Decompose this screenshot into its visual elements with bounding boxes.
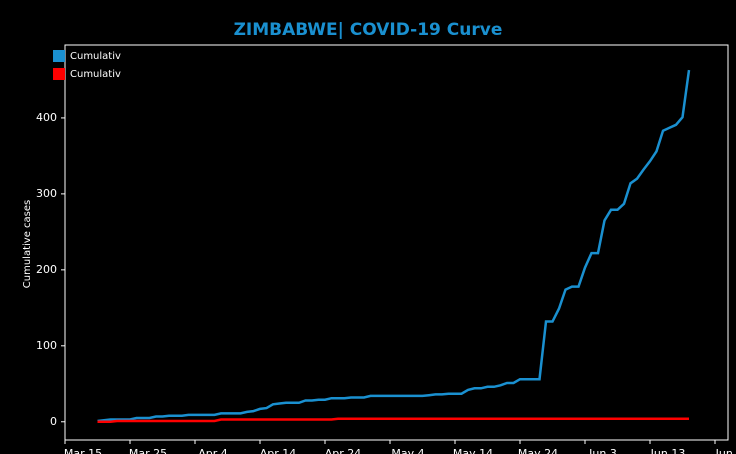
legend-swatch: [53, 50, 65, 62]
x-tick-label: Apr 4: [198, 447, 228, 454]
line: [97, 69, 691, 423]
x-tick-label: May 14: [453, 447, 493, 454]
legend-swatch: [53, 68, 65, 80]
y-tick-label: 100: [36, 339, 57, 352]
x-tick-label: Mar 25: [129, 447, 167, 454]
y-tick-label: 200: [36, 263, 57, 276]
x-tick-label: May 24: [518, 447, 558, 454]
legend-label: Cumulativ: [70, 51, 121, 62]
x-tick-label: Jun 3: [588, 447, 617, 454]
x-tick-label: Apr 14: [260, 447, 297, 454]
y-tick-label: 300: [36, 187, 57, 200]
x-tick-label: Jun 23: [715, 447, 736, 454]
x-tick-label: Jun 13: [650, 447, 686, 454]
y-axis-label: Cumulative cases: [22, 200, 33, 288]
y-tick-label: 0: [50, 415, 57, 428]
chart-title: ZIMBABWE| COVID-19 Curve: [234, 20, 503, 40]
x-tick-label: Apr 24: [325, 447, 362, 454]
y-tick-label: 400: [36, 111, 57, 124]
x-tick-label: May 4: [391, 447, 424, 454]
legend-label: Cumulativ: [70, 69, 121, 80]
line: [97, 417, 689, 424]
x-tick-label: Mar 15: [64, 447, 102, 454]
plot-frame: [64, 44, 729, 441]
